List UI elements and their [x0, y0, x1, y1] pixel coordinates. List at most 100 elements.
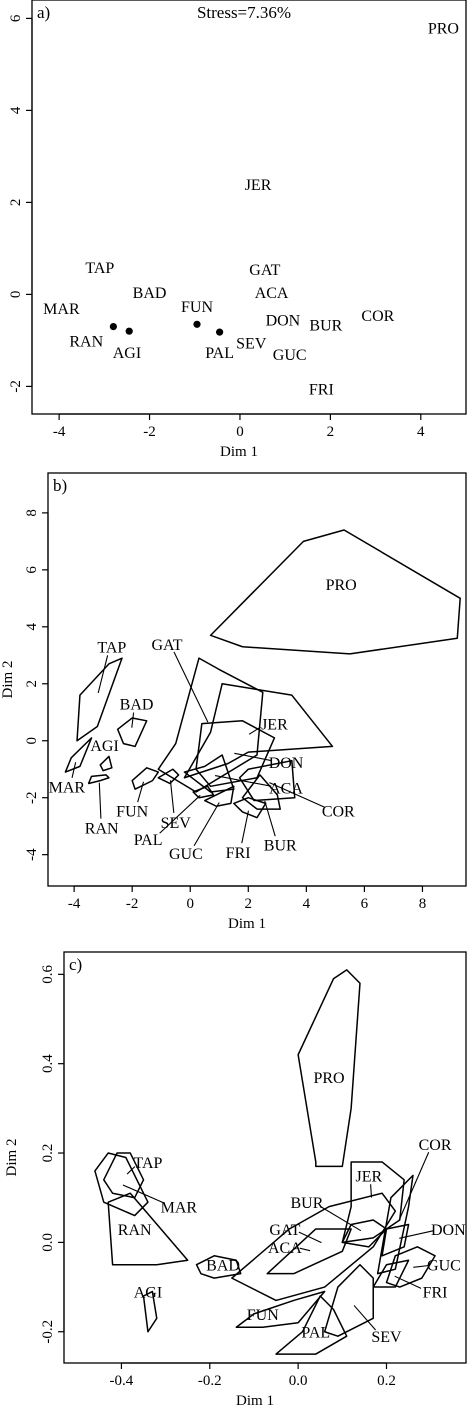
x-tick-label: 2: [245, 896, 253, 912]
site-label-pal: PAL: [134, 832, 163, 849]
leader-line-bur: [264, 800, 276, 837]
hull-pro: [297, 969, 361, 1168]
leader-line-pal: [159, 794, 201, 834]
site-label-don: DON: [431, 1222, 466, 1239]
site-label-gat: GAT: [249, 262, 280, 279]
site-label-agi: AGI: [134, 1285, 162, 1302]
hull-mar: [64, 737, 93, 773]
site-label-bad: BAD: [120, 697, 154, 714]
y-tick-label: 0: [8, 291, 24, 299]
leader-line-mar: [71, 762, 77, 778]
leader-line-guc: [413, 1264, 430, 1268]
site-label-agi: AGI: [113, 345, 141, 362]
leader-line-sev: [353, 1305, 377, 1331]
point-marker: [193, 320, 201, 328]
leader-line-cor: [269, 782, 325, 808]
hull-agi: [142, 1290, 158, 1333]
leader-line-gat: [173, 651, 209, 723]
panel-label: c): [69, 955, 82, 974]
leader-line-mar: [122, 1184, 166, 1204]
x-tick-label: -4: [53, 424, 66, 440]
site-label-pro: PRO: [428, 21, 459, 38]
site-label-fri: FRI: [309, 382, 334, 399]
hull-cor: [238, 759, 296, 802]
y-tick-label: 2: [24, 680, 40, 688]
x-tick-label: -2: [143, 424, 156, 440]
hull-gat: [157, 657, 264, 793]
x-tick-label: -2: [126, 896, 139, 912]
hull-gat: [231, 1192, 397, 1302]
hull-fri: [233, 796, 267, 819]
hull-jer: [341, 1161, 405, 1244]
hull-guc: [385, 1246, 436, 1288]
site-label-guc: GUC: [169, 846, 203, 863]
site-label-aca: ACA: [268, 1240, 302, 1257]
hull-mar: [94, 1152, 149, 1217]
point-marker: [216, 328, 224, 336]
leader-line-tap: [97, 655, 109, 694]
stress-annotation: Stress=7.36%: [197, 3, 291, 22]
site-label-cor: COR: [361, 308, 394, 325]
site-label-gat: GAT: [269, 1222, 300, 1239]
x-axis-label: Dim 1: [228, 916, 266, 932]
site-label-fri: FRI: [226, 845, 251, 862]
hull-sev: [323, 1263, 374, 1337]
hull-tap: [103, 1152, 145, 1199]
hull-bur: [341, 1219, 388, 1248]
leader-line-don: [399, 1230, 434, 1239]
panel-b: b) -4 -2 0 2 4 6 8 Dim 1 -4 -2 0 2 4 6 8 Dim 2 PRO TAP GAT B…: [0, 472, 467, 932]
site-label-fun: FUN: [181, 299, 213, 316]
site-label-bad: BAD: [133, 285, 167, 302]
x-tick-label: -0.2: [198, 1373, 222, 1389]
hull-fun: [131, 767, 160, 790]
x-tick-label: 2: [327, 424, 335, 440]
hull-aca: [183, 754, 235, 793]
site-label-tap: TAP: [133, 1155, 162, 1172]
x-tick-label: 4: [303, 896, 311, 912]
x-tick-label: 8: [419, 896, 427, 912]
x-tick-label: -0.4: [110, 1373, 134, 1389]
hull-don: [195, 720, 276, 788]
hull-fri: [372, 1259, 410, 1288]
y-tick-label: 0.0: [40, 1233, 56, 1252]
hull-sev: [157, 768, 180, 785]
x-tick-label: -4: [68, 896, 81, 912]
hull-bad: [195, 1255, 242, 1279]
hull-pal: [275, 1295, 348, 1355]
leader-line-jer: [370, 1184, 373, 1198]
hull-pal: [192, 785, 215, 799]
y-tick-label: -4: [24, 848, 40, 861]
hull-fun: [235, 1290, 326, 1329]
leader-line-bur: [319, 1205, 362, 1232]
leader-line-ran: [98, 782, 102, 819]
site-label-cor: COR: [419, 1137, 452, 1154]
site-label-mar: MAR: [161, 1200, 198, 1217]
x-tick-label: 0: [186, 896, 194, 912]
site-label-sev: SEV: [371, 1329, 402, 1346]
y-tick-label: 4: [24, 623, 40, 631]
x-axis-label: Dim 1: [236, 1393, 274, 1409]
site-label-ran: RAN: [85, 821, 119, 838]
y-tick-label: 2: [8, 199, 24, 207]
site-label-ran: RAN: [69, 333, 103, 350]
site-label-ran: RAN: [118, 1222, 152, 1239]
panel-c: c) -0.4 -0.2 0.0 0.2 Dim 1 -0.2 0.0 0.2 0.4 0.6 Dim…: [4, 951, 467, 1409]
site-label-guc: GUC: [427, 1258, 461, 1275]
y-tick-label: 8: [24, 509, 40, 517]
hull-bad: [116, 717, 148, 748]
leader-line-gat: [298, 1231, 322, 1244]
leader-line-aca: [214, 775, 272, 787]
leader-line-cor: [398, 1152, 430, 1222]
y-tick-label: 4: [8, 106, 24, 114]
hull-cor: [376, 1174, 414, 1275]
y-tick-label: 0: [24, 737, 40, 745]
panel-label: b): [53, 476, 67, 495]
x-tick-label: 0: [236, 424, 244, 440]
site-label-bur: BUR: [264, 838, 297, 855]
hull-bur: [241, 774, 281, 810]
site-label-fri: FRI: [423, 1285, 448, 1302]
site-label-fun: FUN: [116, 804, 148, 821]
hull-ran: [87, 774, 110, 785]
site-label-don: DON: [266, 313, 301, 330]
hull-tap: [76, 657, 123, 742]
